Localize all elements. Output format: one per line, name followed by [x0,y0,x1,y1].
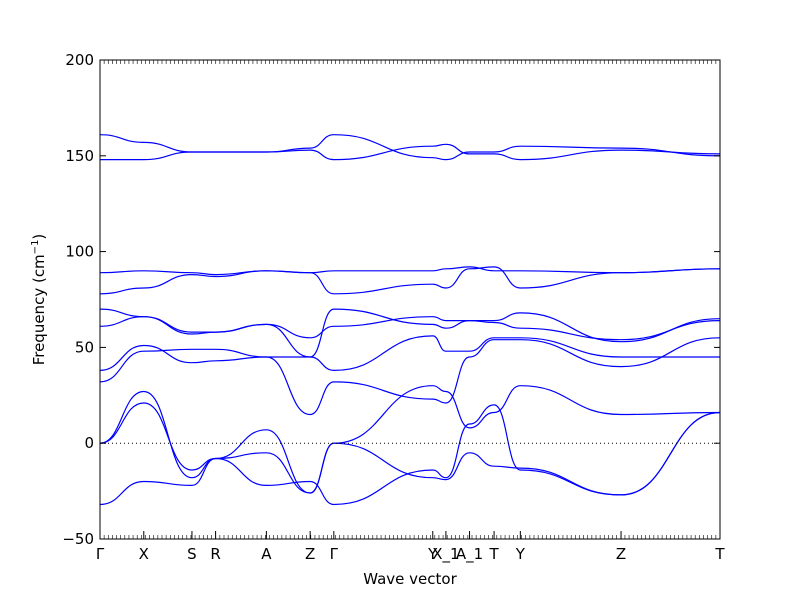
y-axis-title: Frequency (cm−1) [30,234,48,366]
x-tick-label: Z [616,545,626,563]
y-axis-title-superscript: −1 [30,240,41,255]
band-line-7 [99,335,720,372]
x-tick-label: S [187,545,197,563]
x-tick-label: Y [427,545,438,563]
x-tick-label: A_1 [456,545,483,564]
band-line-5 [99,308,721,358]
plot-frame [99,59,721,540]
x-tick-label: Z [305,545,315,563]
x-axis-title: Wave vector [363,570,457,588]
band-line-10 [99,402,721,496]
x-tick-label: Γ [330,545,339,563]
x-tick-label: A [261,545,272,563]
band-line-2 [99,143,721,161]
band-line-4 [99,266,721,295]
y-tick-label: 0 [84,434,94,452]
band-line-6 [99,316,721,341]
y-tick-label: 150 [65,147,94,165]
band-line-9 [99,385,721,494]
band-line-3 [99,266,721,276]
x-tick-label: T [488,545,499,563]
y-tick-label: 50 [75,338,94,356]
series-layer [99,134,721,506]
y-ticks: −50 0 50 100 150 200 [62,51,720,548]
y-tick-label: 100 [65,243,94,261]
y-axis-title-close: ) [30,234,48,240]
x-tick-label: T [714,545,725,563]
y-tick-label: −50 [62,530,94,548]
y-axis-title-main: Frequency (cm [30,254,48,365]
x-ticks: Γ X S R A Z Γ YX_1A_1 T Y Z T [96,531,725,564]
x-tick-label: R [210,545,220,563]
x-tick-label: Y [515,545,526,563]
x-tick-label: Γ [96,545,105,563]
y-tick-label: 200 [65,51,94,69]
x-tick-label: X_1 [432,545,459,564]
x-tick-label: X [139,545,149,563]
band-line-11 [99,404,721,506]
